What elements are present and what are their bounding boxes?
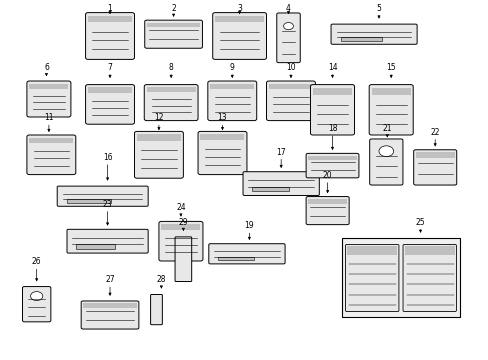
FancyBboxPatch shape xyxy=(305,197,348,225)
Bar xyxy=(83,303,137,308)
Bar xyxy=(88,16,132,22)
Text: 8: 8 xyxy=(168,63,173,72)
Bar xyxy=(340,37,382,41)
Text: 21: 21 xyxy=(382,124,391,133)
Text: 18: 18 xyxy=(327,124,337,133)
Text: 11: 11 xyxy=(44,113,54,122)
Bar xyxy=(404,246,454,255)
Bar xyxy=(146,23,200,27)
FancyBboxPatch shape xyxy=(144,20,202,48)
Text: 14: 14 xyxy=(327,63,337,72)
Bar xyxy=(342,238,459,317)
Bar xyxy=(67,199,111,202)
Bar xyxy=(268,84,312,89)
FancyBboxPatch shape xyxy=(402,244,455,311)
FancyBboxPatch shape xyxy=(67,229,148,253)
Text: 28: 28 xyxy=(156,275,166,284)
Text: 29: 29 xyxy=(178,218,188,227)
FancyBboxPatch shape xyxy=(27,81,71,117)
Text: 10: 10 xyxy=(285,63,295,72)
Bar xyxy=(371,88,410,95)
Bar xyxy=(146,87,195,92)
Bar xyxy=(137,135,181,141)
Text: 5: 5 xyxy=(376,4,381,13)
FancyBboxPatch shape xyxy=(310,85,354,135)
Text: 1: 1 xyxy=(107,4,112,13)
Bar xyxy=(307,199,346,203)
Bar xyxy=(29,138,73,143)
Text: 22: 22 xyxy=(429,128,439,137)
Text: 24: 24 xyxy=(176,203,185,212)
Circle shape xyxy=(283,23,293,30)
Text: 20: 20 xyxy=(322,171,332,180)
Text: 27: 27 xyxy=(105,275,115,284)
FancyBboxPatch shape xyxy=(208,244,285,264)
Circle shape xyxy=(31,292,43,301)
Text: 9: 9 xyxy=(229,63,234,72)
FancyBboxPatch shape xyxy=(305,153,358,178)
Text: 7: 7 xyxy=(107,63,112,72)
FancyBboxPatch shape xyxy=(85,13,134,59)
FancyBboxPatch shape xyxy=(81,301,139,329)
Text: 15: 15 xyxy=(386,63,395,72)
FancyBboxPatch shape xyxy=(22,287,51,322)
Text: 13: 13 xyxy=(217,113,227,122)
Text: 3: 3 xyxy=(237,4,242,13)
FancyBboxPatch shape xyxy=(207,81,256,121)
Bar xyxy=(251,187,288,191)
Text: 26: 26 xyxy=(32,257,41,266)
FancyBboxPatch shape xyxy=(330,24,416,44)
Bar xyxy=(161,224,200,230)
Bar xyxy=(307,156,356,159)
Text: 2: 2 xyxy=(171,4,176,13)
Bar xyxy=(312,88,351,95)
Bar xyxy=(210,84,254,89)
Text: 25: 25 xyxy=(415,218,425,227)
Bar xyxy=(29,84,68,89)
FancyBboxPatch shape xyxy=(159,221,203,261)
FancyBboxPatch shape xyxy=(243,172,319,195)
Bar xyxy=(200,134,244,140)
FancyBboxPatch shape xyxy=(144,85,198,121)
Circle shape xyxy=(378,146,393,157)
Bar xyxy=(217,256,254,260)
Bar xyxy=(215,16,264,22)
Text: 4: 4 xyxy=(285,4,290,13)
Bar xyxy=(76,244,115,249)
FancyBboxPatch shape xyxy=(413,150,456,185)
Text: 23: 23 xyxy=(102,200,112,209)
Bar xyxy=(88,87,132,93)
Text: 6: 6 xyxy=(44,63,49,72)
FancyBboxPatch shape xyxy=(368,85,412,135)
FancyBboxPatch shape xyxy=(369,139,402,185)
FancyBboxPatch shape xyxy=(212,13,266,59)
FancyBboxPatch shape xyxy=(276,13,300,63)
Text: 17: 17 xyxy=(276,148,285,157)
Bar xyxy=(415,153,454,158)
FancyBboxPatch shape xyxy=(175,237,191,282)
Text: 19: 19 xyxy=(244,221,254,230)
FancyBboxPatch shape xyxy=(345,244,398,311)
FancyBboxPatch shape xyxy=(85,85,134,124)
FancyBboxPatch shape xyxy=(266,81,315,121)
FancyBboxPatch shape xyxy=(198,131,246,175)
Bar xyxy=(346,246,397,255)
Text: 16: 16 xyxy=(102,153,112,162)
FancyBboxPatch shape xyxy=(150,294,162,325)
FancyBboxPatch shape xyxy=(134,131,183,178)
FancyBboxPatch shape xyxy=(57,186,148,206)
Text: 12: 12 xyxy=(154,113,163,122)
FancyBboxPatch shape xyxy=(27,135,76,175)
